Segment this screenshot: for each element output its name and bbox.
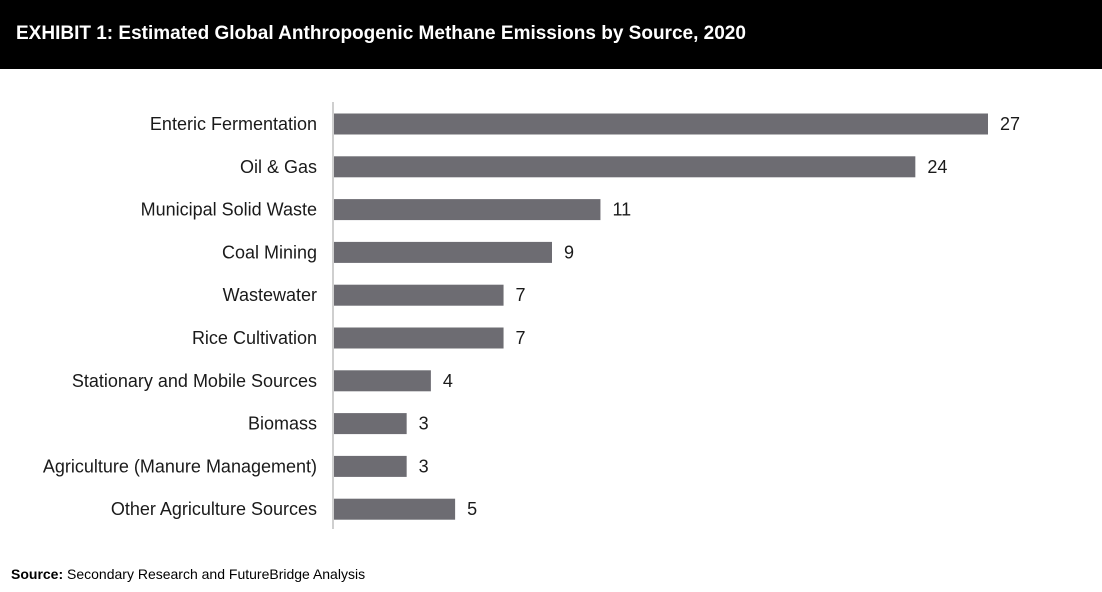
chart-title: EXHIBIT 1: Estimated Global Anthropogeni… <box>16 23 746 44</box>
category-label: Oil & Gas <box>240 157 317 177</box>
value-label: 4 <box>443 371 453 391</box>
bar-chart-svg: Enteric Fermentation 27 Oil & Gas 24 Municip… <box>43 102 1020 529</box>
bar <box>334 370 431 392</box>
bar <box>334 199 601 221</box>
value-label: 7 <box>516 328 526 348</box>
value-label: 27 <box>1000 114 1020 134</box>
bar <box>334 284 504 306</box>
category-label: Enteric Fermentation <box>150 114 317 134</box>
bar <box>334 241 552 263</box>
bar <box>334 413 407 435</box>
value-label: 11 <box>612 200 631 220</box>
bar <box>334 455 407 477</box>
value-label: 7 <box>516 285 526 305</box>
category-label: Agriculture (Manure Management) <box>43 456 317 476</box>
category-label: Stationary and Mobile Sources <box>72 371 317 391</box>
category-label: Other Agriculture Sources <box>111 499 317 519</box>
value-label: 3 <box>419 456 429 476</box>
category-label: Rice Cultivation <box>192 328 317 348</box>
source-label: Source: <box>11 566 64 582</box>
value-label: 9 <box>564 242 574 262</box>
source-text: Secondary Research and FutureBridge Anal… <box>63 566 366 582</box>
bar <box>334 498 456 520</box>
exhibit-header: EXHIBIT 1: Estimated Global Anthropogeni… <box>0 0 1102 69</box>
value-label: 3 <box>419 414 429 434</box>
value-label: 24 <box>927 157 947 177</box>
value-label: 5 <box>467 499 477 519</box>
category-label: Coal Mining <box>222 242 317 262</box>
bar <box>334 156 916 178</box>
category-label: Wastewater <box>223 285 317 305</box>
bar <box>334 113 988 135</box>
bar-chart: Enteric Fermentation 27 Oil & Gas 24 Municip… <box>0 69 1102 549</box>
source-note: Source: Secondary Research and FutureBri… <box>11 566 365 582</box>
category-label: Municipal Solid Waste <box>141 200 317 220</box>
category-label: Biomass <box>248 414 317 434</box>
bar <box>334 327 504 349</box>
